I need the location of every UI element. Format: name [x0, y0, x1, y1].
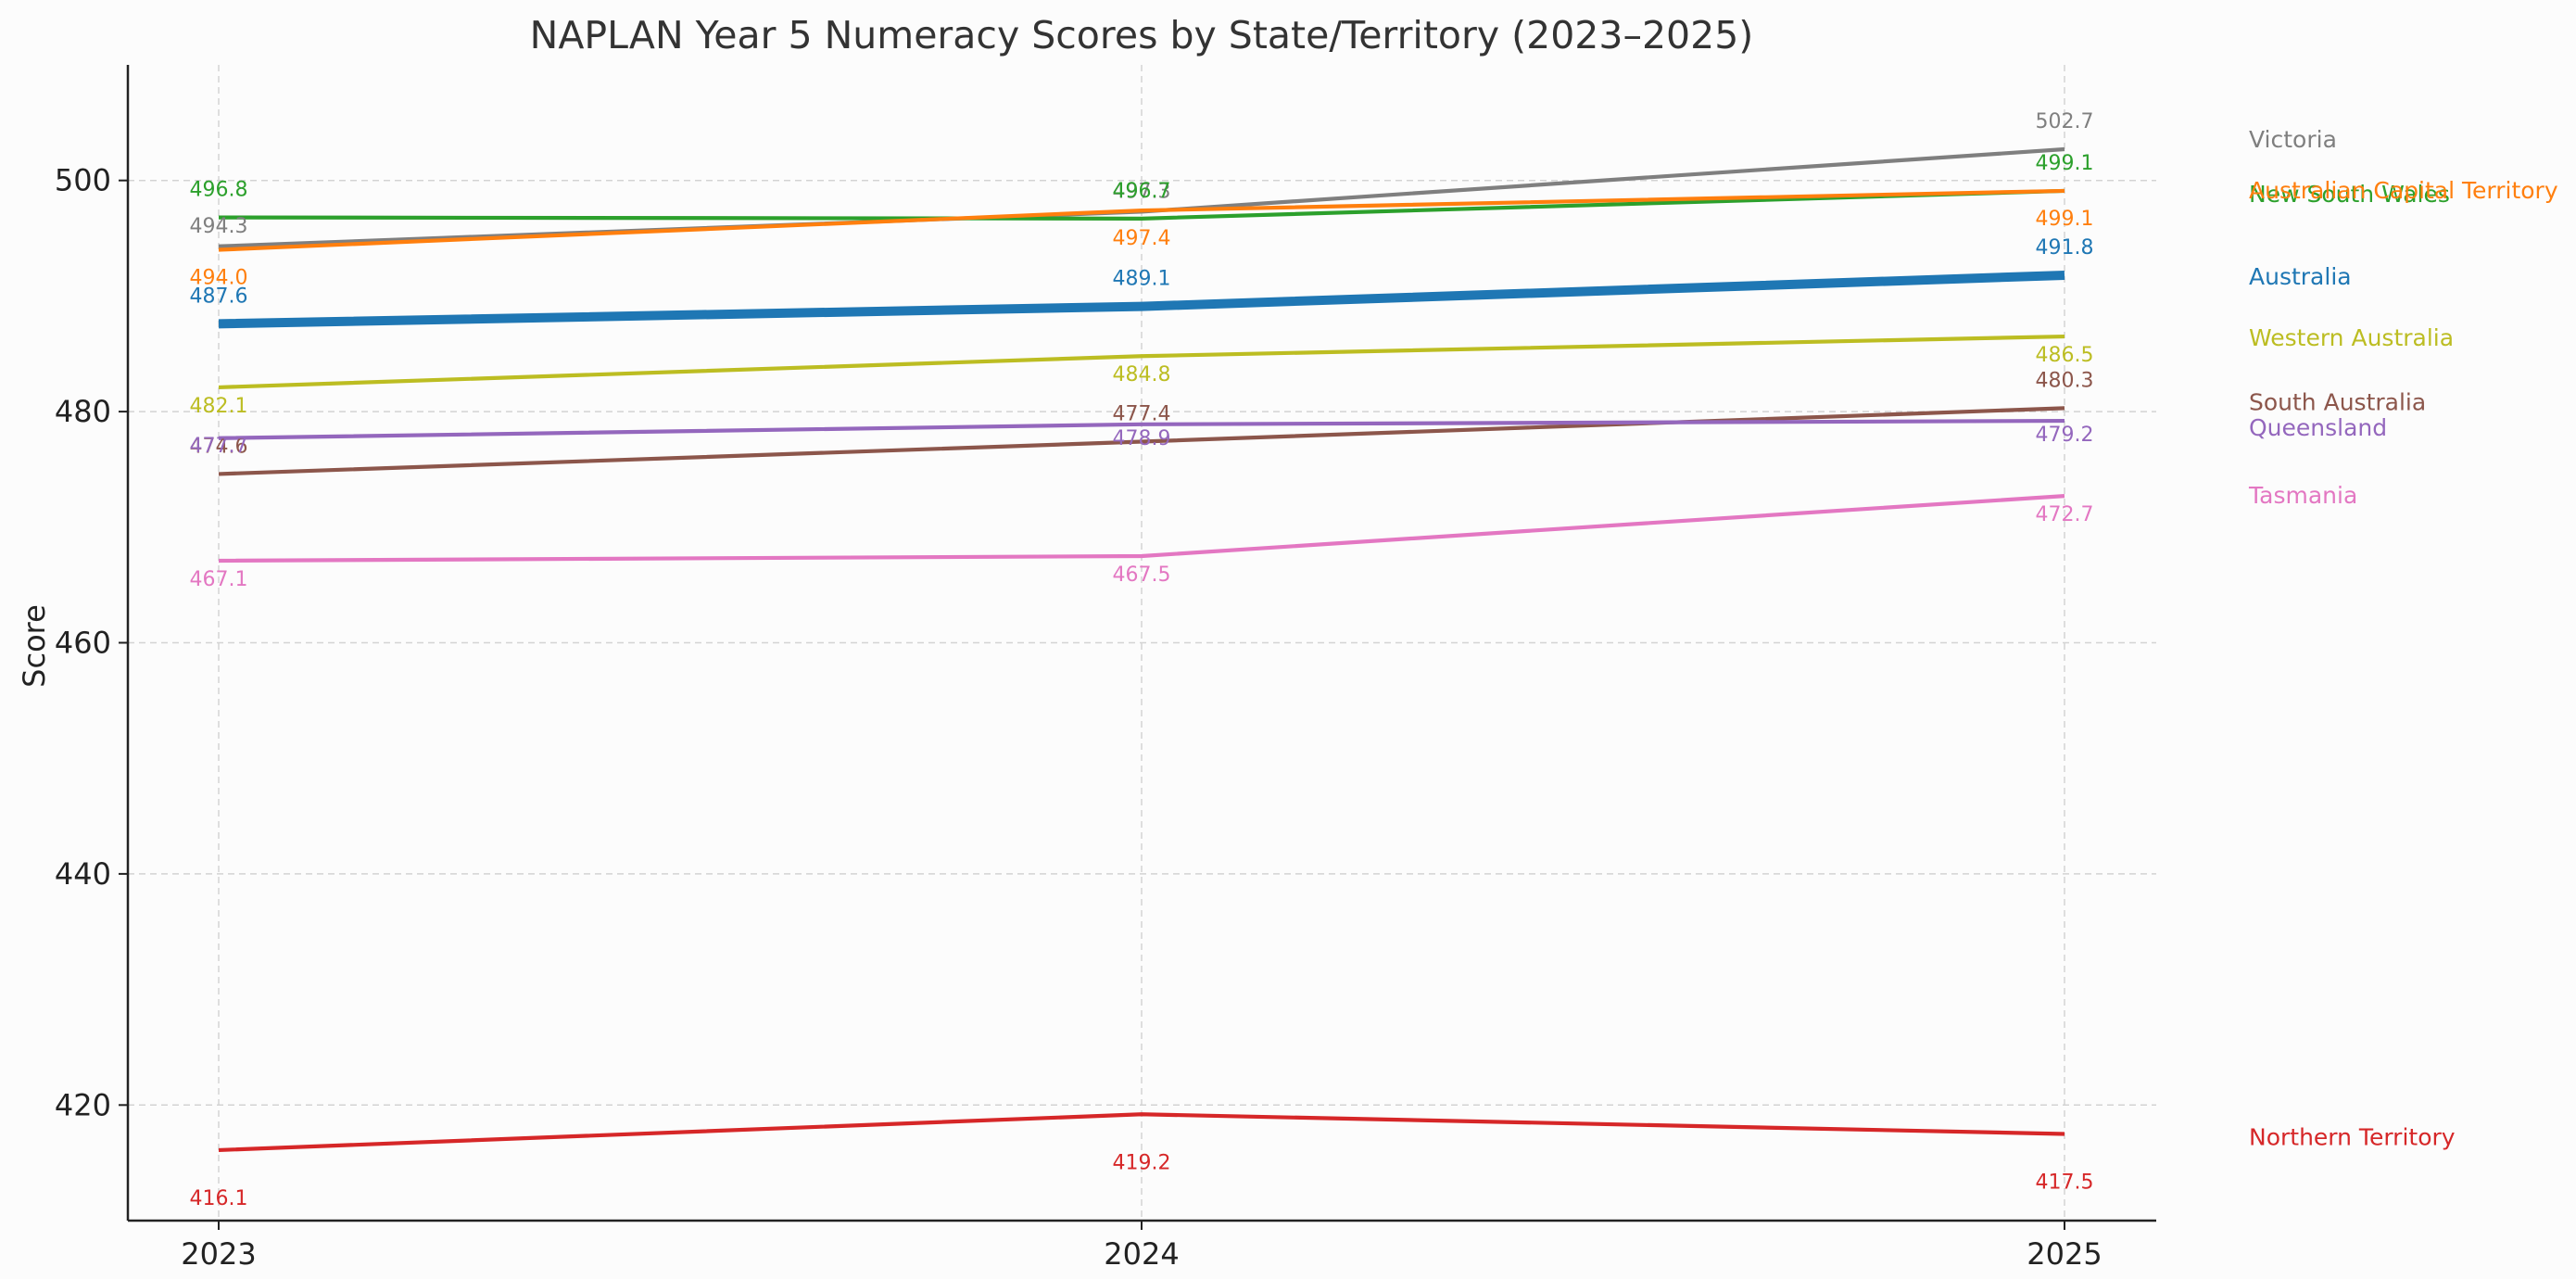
- data-label-new-south-wales-2023: 496.8: [190, 179, 248, 202]
- data-label-australian-capital-territory-2025: 499.1: [2036, 208, 2094, 231]
- series-name-australian-capital-territory: Australian Capital Territory: [2249, 177, 2558, 204]
- y-tick-label-440: 440: [55, 856, 111, 892]
- y-tick-label-480: 480: [55, 394, 111, 429]
- y-tick-label-460: 460: [55, 626, 111, 661]
- data-label-south-australia-2025: 480.3: [2036, 369, 2094, 392]
- series-name-australia: Australia: [2249, 263, 2352, 290]
- data-label-western-australia-2023: 482.1: [190, 395, 248, 418]
- data-label-south-australia-2024: 477.4: [1113, 403, 1171, 426]
- x-tick-label-2025: 2025: [2027, 1236, 2102, 1272]
- data-label-queensland-2023: 477.7: [190, 435, 248, 458]
- series-name-victoria: Victoria: [2249, 126, 2337, 153]
- data-label-tasmania-2025: 472.7: [2036, 503, 2094, 526]
- series-line-tasmania: [219, 496, 2065, 561]
- x-tick-label-2024: 2024: [1104, 1236, 1179, 1272]
- series-name-tasmania: Tasmania: [2248, 482, 2357, 509]
- y-tick-label-500: 500: [55, 163, 111, 198]
- data-label-queensland-2025: 479.2: [2036, 424, 2094, 447]
- data-label-western-australia-2024: 484.8: [1113, 363, 1171, 386]
- data-label-victoria-2025: 502.7: [2036, 110, 2094, 133]
- y-axis-label: Score: [17, 604, 52, 688]
- data-label-tasmania-2024: 467.5: [1113, 564, 1171, 587]
- data-label-western-australia-2025: 486.5: [2036, 344, 2094, 367]
- data-label-northern-territory-2025: 417.5: [2036, 1171, 2094, 1194]
- data-label-australia-2025: 491.8: [2036, 236, 2094, 260]
- data-label-australian-capital-territory-2024: 497.4: [1113, 227, 1171, 250]
- data-label-tasmania-2023: 467.1: [190, 568, 248, 591]
- data-label-victoria-2023: 494.3: [190, 215, 248, 238]
- series-name-western-australia: Western Australia: [2249, 324, 2454, 351]
- data-label-australia-2024: 489.1: [1113, 268, 1171, 291]
- data-label-australia-2023: 487.6: [190, 285, 248, 308]
- data-label-northern-territory-2023: 416.1: [190, 1187, 248, 1210]
- y-tick-label-420: 420: [55, 1087, 111, 1122]
- data-label-queensland-2024: 478.9: [1113, 427, 1171, 450]
- series-name-south-australia: South Australia: [2249, 388, 2426, 415]
- series-name-northern-territory: Northern Territory: [2249, 1123, 2456, 1150]
- data-label-northern-territory-2024: 419.2: [1113, 1151, 1171, 1174]
- data-label-new-south-wales-2024: 496.7: [1113, 180, 1171, 203]
- series-name-queensland: Queensland: [2249, 414, 2387, 441]
- data-label-new-south-wales-2025: 499.1: [2036, 152, 2094, 175]
- chart-title: NAPLAN Year 5 Numeracy Scores by State/T…: [530, 13, 1754, 57]
- x-tick-label-2023: 2023: [181, 1236, 256, 1272]
